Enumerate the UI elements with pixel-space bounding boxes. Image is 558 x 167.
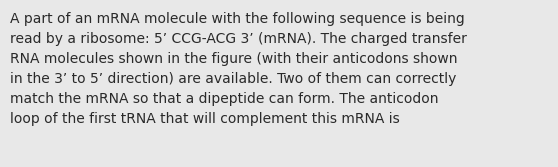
Text: A part of an mRNA molecule with the following sequence is being
read by a riboso: A part of an mRNA molecule with the foll… bbox=[10, 12, 467, 126]
